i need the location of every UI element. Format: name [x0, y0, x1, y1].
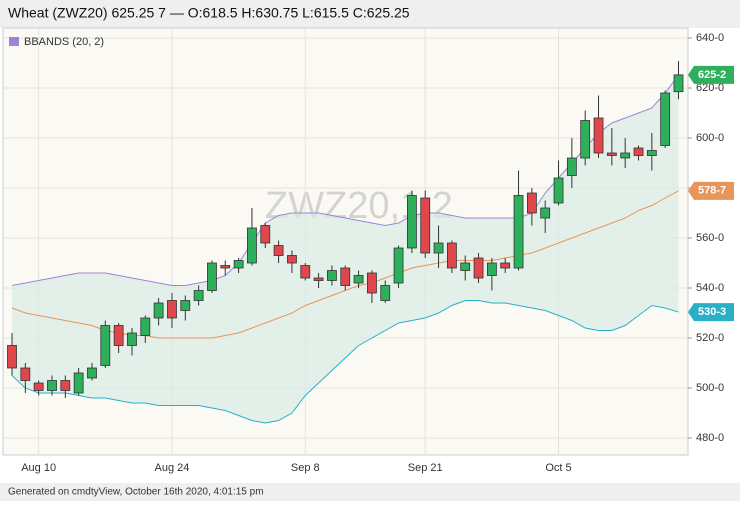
- candle-body: [47, 380, 57, 391]
- candle-body: [593, 117, 604, 154]
- y-tick-label: 480-0: [696, 432, 724, 444]
- candle-body: [446, 242, 457, 269]
- x-tick-label: Aug 24: [155, 462, 190, 474]
- candle-body: [367, 272, 377, 294]
- candle-body: [100, 325, 111, 366]
- price-tag-label: 625-2: [698, 69, 726, 81]
- price-tag: [688, 303, 734, 322]
- candle-body: [353, 275, 364, 284]
- candle-body: [153, 302, 164, 319]
- candle-body: [33, 382, 44, 391]
- candle-body: [260, 225, 271, 244]
- x-tick-label: Sep 21: [408, 462, 443, 474]
- candle-body: [313, 277, 324, 281]
- y-tick-label: 520-0: [696, 332, 724, 344]
- y-tick-label: 560-0: [696, 232, 724, 244]
- footer: Generated on cmdtyView, October 16th 202…: [8, 487, 264, 498]
- candle-body: [486, 262, 497, 276]
- x-tick-label: Oct 5: [545, 462, 571, 474]
- candle-body: [220, 265, 231, 269]
- candle-body: [60, 380, 71, 391]
- candle-body: [7, 345, 17, 369]
- candle-body: [393, 247, 404, 284]
- chart-title: Wheat (ZWZ20) 625.25 7 — O:618.5 H:630.7…: [8, 5, 410, 21]
- candle-body: [20, 367, 31, 381]
- candle-body: [87, 367, 97, 379]
- candle-body: [433, 242, 444, 254]
- footer-bar: [0, 483, 740, 501]
- candle-body: [327, 270, 337, 281]
- candle-body: [73, 372, 84, 394]
- candle-body: [193, 290, 204, 301]
- candle-body: [566, 157, 577, 176]
- candle-body: [500, 262, 511, 269]
- price-tag-label: 530-3: [698, 306, 726, 318]
- y-tick-label: 620-0: [696, 82, 724, 94]
- candle-body: [233, 260, 244, 269]
- band-lower: [11, 300, 679, 424]
- candle-body: [273, 245, 284, 256]
- price-tag-label: 578-7: [698, 185, 726, 197]
- candle-body: [553, 177, 564, 204]
- candle-body: [620, 152, 631, 159]
- candle-body: [420, 197, 431, 254]
- candle-body: [633, 147, 644, 156]
- price-tag: [688, 181, 734, 200]
- candle-body: [473, 257, 484, 279]
- candle-body: [580, 120, 591, 159]
- x-tick-label: Aug 10: [21, 462, 56, 474]
- candle-body: [646, 150, 657, 156]
- candle-body: [513, 195, 524, 269]
- candle-body: [340, 267, 351, 286]
- y-tick-label: 500-0: [696, 382, 724, 394]
- legend-label: BBANDS (20, 2): [24, 36, 104, 48]
- price-tag: [688, 65, 734, 84]
- band-fill: [12, 74, 679, 423]
- candle-body: [380, 285, 391, 301]
- candle-body: [180, 300, 191, 311]
- y-tick-label: 540-0: [696, 282, 724, 294]
- y-tick-label: 640-0: [696, 32, 724, 44]
- candle-body: [287, 255, 297, 264]
- x-tick-label: Sep 8: [291, 462, 320, 474]
- candle-body: [606, 152, 617, 156]
- y-tick-label: 600-0: [696, 132, 724, 144]
- candle-body: [460, 262, 471, 271]
- candle-body: [167, 300, 177, 319]
- candle-body: [540, 207, 551, 219]
- candle-body: [140, 317, 151, 336]
- candle-body: [660, 92, 671, 146]
- candle-body: [673, 74, 684, 93]
- candle-body: [127, 332, 137, 346]
- candle-body: [526, 192, 537, 214]
- legend-swatch: [9, 37, 19, 46]
- candle-body: [406, 195, 417, 249]
- candle-body: [300, 265, 311, 279]
- candle-body: [247, 227, 257, 264]
- candle-body: [113, 325, 124, 346]
- candle-body: [207, 262, 217, 291]
- header-bar: [0, 0, 740, 28]
